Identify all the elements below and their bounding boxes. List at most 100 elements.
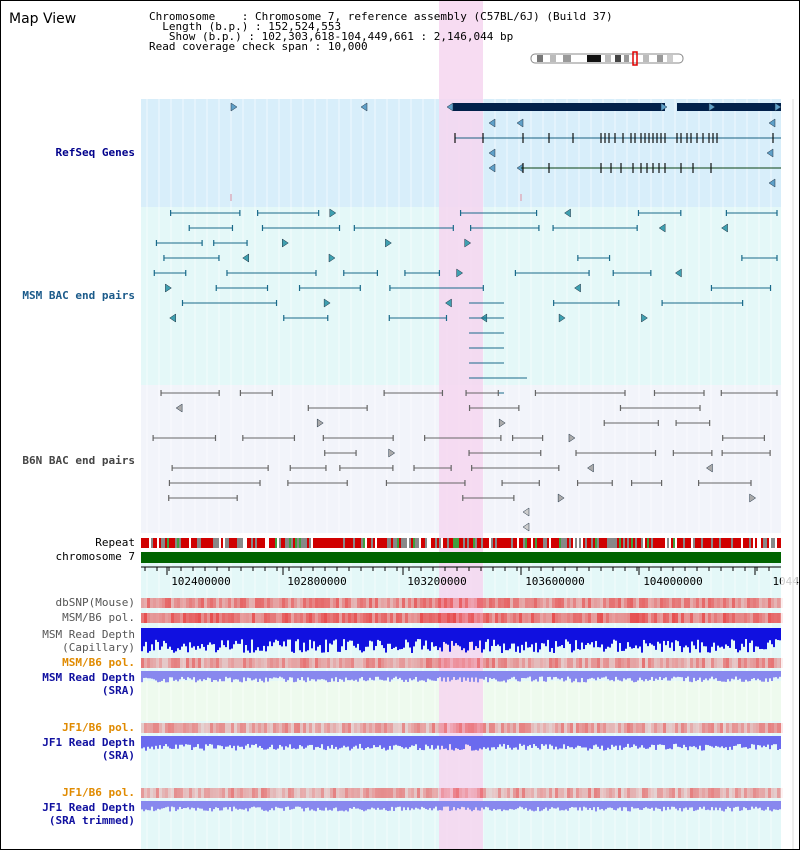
jf1-depth-sra-bar [767,736,769,745]
jf1-b6-pol-cell [771,723,774,733]
dbsnp-cell [339,598,342,608]
msm-depth-sra-bar [385,671,387,681]
msm-depth-capillary-bar [571,628,573,653]
repeat-segment [155,538,157,548]
jf1-b6-pol-trimmed-cell [237,788,240,798]
jf1-b6-pol-cell [321,723,324,733]
jf1-b6-pol-cell [327,723,330,733]
dbsnp-cell [636,598,639,608]
dbsnp-cell [330,598,333,608]
msm-depth-sra-bar [415,671,417,677]
repeat-segment [433,538,435,548]
msm-b6-pol-sra-cell [216,658,219,668]
jf1-depth-sra-bar [659,736,661,745]
msm-b6-pol-sra-cell [753,658,756,668]
repeat-segment [241,538,243,548]
msm-depth-capillary-bar [733,628,735,641]
jf1-depth-trimmed-bar [581,801,583,811]
msm-b6-pol-cell [291,613,294,623]
jf1-b6-pol-trimmed-cell [210,788,213,798]
msm-depth-sra-bar [683,671,685,682]
repeat-segment [547,538,549,548]
repeat-segment [383,538,385,548]
jf1-depth-trimmed-bar [399,801,401,807]
msm-b6-pol-cell [591,613,594,623]
jf1-b6-pol-trimmed-cell [150,788,153,798]
msm-depth-capillary-bar [671,628,673,643]
msm-depth-sra-bar [243,671,245,678]
repeat-segment [681,538,683,548]
msm-depth-capillary-bar [225,628,227,648]
jf1-depth-sra-bar [663,736,665,746]
msm-depth-capillary-bar [619,628,621,644]
msm-depth-sra-bar [143,671,145,678]
repeat-segment [311,538,313,548]
msm-depth-sra-bar [203,671,205,680]
repeat-segment [333,538,335,548]
jf1-depth-sra-bar [301,736,303,747]
msm-depth-capillary-bar [509,628,511,649]
repeat-segment [385,538,387,548]
dbsnp-cell [678,598,681,608]
repeat-segment [749,538,751,548]
msm-b6-pol-cell [708,613,711,623]
jf1-depth-trimmed-bar [201,801,203,809]
jf1-b6-pol-cell [300,723,303,733]
dbsnp-cell [696,598,699,608]
jf1-depth-sra-bar [281,736,283,747]
jf1-depth-sra-bar [749,736,751,749]
dbsnp-cell [612,598,615,608]
jf1-b6-pol-cell [375,723,378,733]
msm-depth-capillary-bar [373,628,375,651]
msm-depth-capillary-bar [575,628,577,641]
jf1-depth-trimmed-bar [157,801,159,809]
jf1-b6-pol-cell [717,723,720,733]
repeat-segment [455,538,457,548]
jf1-depth-trimmed-bar [779,801,781,810]
msm-depth-capillary-bar [647,628,649,647]
msm-b6-pol-cell [543,613,546,623]
msm-b6-pol-cell [621,613,624,623]
jf1-depth-trimmed-bar [697,801,699,810]
jf1-depth-sra-bar [447,736,449,751]
msm-depth-sra-bar [507,671,509,680]
jf1-depth-trimmed-bar [443,801,445,807]
jf1-b6-pol-cell [411,723,414,733]
msm-b6-pol-cell [573,613,576,623]
msm-depth-capillary-bar [371,628,373,642]
msm-bac-arrow [564,208,571,218]
dbsnp-cell [768,598,771,608]
jf1-depth-trimmed-bar [741,801,743,811]
msm-depth-sra-bar [193,671,195,678]
repeat-segment [527,538,529,548]
msm-depth-sra-bar [285,671,287,682]
msm-depth-sra-bar [755,671,757,681]
repeat-segment [175,538,177,548]
jf1-depth-sra-bar [421,736,423,750]
jf1-depth-trimmed-bar [751,801,753,807]
dbsnp-cell [360,598,363,608]
repeat-segment [641,538,643,548]
msm-depth-capillary-bar [197,628,199,646]
jf1-depth-sra-bar [655,736,657,750]
repeat-segment [745,538,747,548]
repeat-segment [507,538,509,548]
jf1-depth-trimmed-bar [187,801,189,808]
jf1-depth-sra-bar [509,736,511,748]
jf1-depth-trimmed-bar [155,801,157,811]
jf1-depth-trimmed-bar [481,801,483,808]
msm-depth-sra-bar [281,671,283,678]
jf1-depth-sra-bar [277,736,279,749]
msm-depth-sra-bar [389,671,391,682]
jf1-depth-trimmed-bar [275,801,277,807]
repeat-segment [731,538,733,548]
dbsnp-cell [699,598,702,608]
msm-depth-capillary-bar [265,628,267,652]
msm-depth-capillary-bar [491,628,493,646]
msm-depth-capillary-bar [201,628,203,645]
jf1-depth-trimmed-bar [227,801,229,810]
jf1-b6-pol-cell [168,723,171,733]
msm-depth-sra-bar [761,671,763,682]
jf1-depth-sra-bar [275,736,277,750]
